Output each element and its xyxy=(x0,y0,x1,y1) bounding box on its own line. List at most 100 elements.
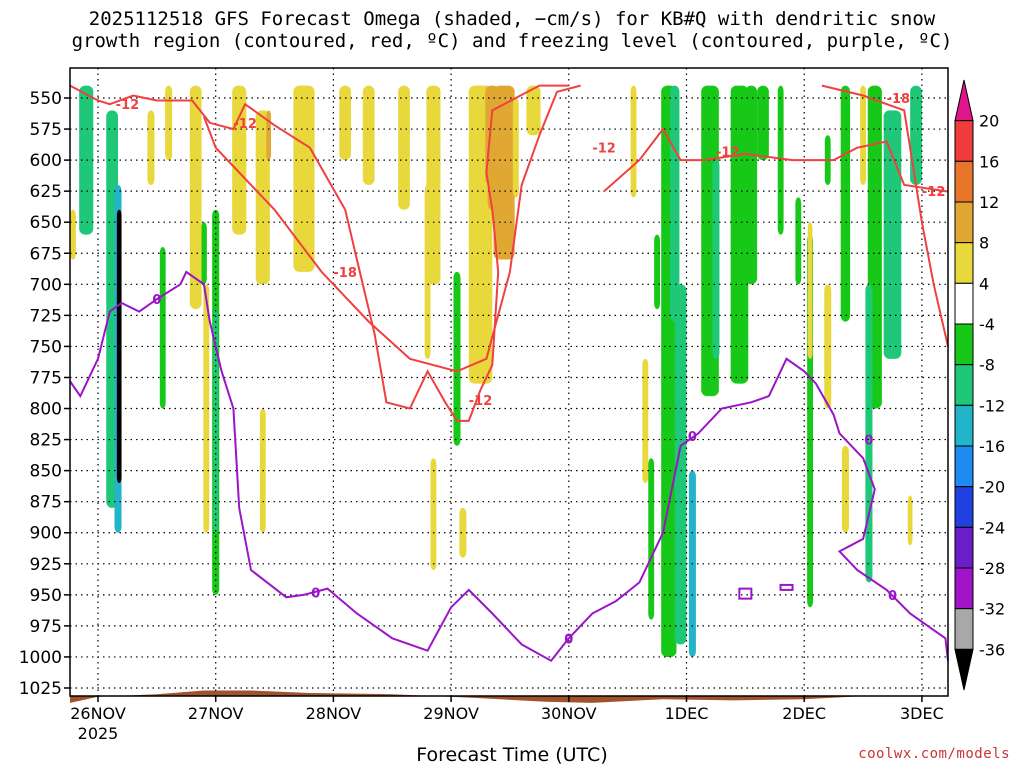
omega-patch-30 xyxy=(654,234,661,310)
colorbar-band-14 xyxy=(954,648,974,691)
freezing-label-0: 0 xyxy=(152,293,161,308)
omega-patch-55 xyxy=(807,222,813,359)
colorbar-band-0 xyxy=(954,79,974,122)
omega-patch-16 xyxy=(339,85,352,161)
colorbar-label-12: 12 xyxy=(979,193,999,212)
y-tick-label-1025: 1025 xyxy=(19,679,62,699)
snow-growth-contour-1 xyxy=(603,127,948,193)
omega-patch-43 xyxy=(795,197,802,285)
omega-patch-23 xyxy=(459,507,467,558)
x-tick-label-1DEC: 1DEC xyxy=(665,704,709,723)
snow-growth-label-5: -12 xyxy=(716,145,740,160)
omega-patch-57 xyxy=(266,110,272,161)
x-tick-label-29NOV: 29NOV xyxy=(423,704,479,723)
colorbar-band-8 xyxy=(954,404,974,447)
omega-patch-3 xyxy=(116,209,122,484)
colorbar-label--12: -12 xyxy=(979,396,1005,415)
y-tick-label-850: 850 xyxy=(30,462,62,482)
colorbar-label-16: 16 xyxy=(979,152,999,171)
snow-growth-label-0: -12 xyxy=(116,98,140,113)
omega-patch-52 xyxy=(910,85,922,185)
colorbar-label--8: -8 xyxy=(979,356,995,375)
y-tick-label-625: 625 xyxy=(30,182,62,202)
omega-patch-5 xyxy=(165,85,173,161)
omega-patch-53 xyxy=(860,85,866,185)
snow-growth-contour-0 xyxy=(69,84,569,422)
omega-patch-38 xyxy=(712,160,720,359)
y-tick-label-700: 700 xyxy=(30,275,62,295)
omega-patch-48 xyxy=(841,445,849,533)
y-tick-label-675: 675 xyxy=(30,244,62,264)
colorbar-band-9 xyxy=(954,445,974,488)
colorbar-label--36: -36 xyxy=(979,640,1005,659)
freezing-label-2: 0 xyxy=(564,632,573,647)
x-axis-label: Forecast Time (UTC) xyxy=(416,744,608,766)
y-tick-label-975: 975 xyxy=(30,617,62,637)
colorbar-label-20: 20 xyxy=(979,112,999,131)
colorbar-band-13 xyxy=(954,608,974,650)
y-tick-label-725: 725 xyxy=(30,306,62,326)
y-tick-label-1000: 1000 xyxy=(19,648,62,668)
colorbar-label--20: -20 xyxy=(979,478,1005,497)
colorbar-band-10 xyxy=(954,486,974,528)
colorbar-band-1 xyxy=(954,120,974,162)
omega-patch-9 xyxy=(189,85,202,310)
colorbar-band-2 xyxy=(954,160,974,203)
snow-growth-label-2: -12 xyxy=(592,142,616,157)
omega-patch-15 xyxy=(293,85,315,272)
omega-patch-54 xyxy=(907,495,913,546)
omega-patch-40 xyxy=(745,85,758,285)
y-tick-label-950: 950 xyxy=(30,586,62,606)
snow-growth-label-7: -18 xyxy=(887,92,911,107)
omega-patch-35 xyxy=(674,284,687,645)
omega-patch-47 xyxy=(840,85,851,322)
snow-growth-label-1: -12 xyxy=(233,117,257,132)
omega-patch-31 xyxy=(642,358,649,484)
credit-link[interactable]: coolwx.com/models xyxy=(858,746,1010,762)
title-line-2: growth region (contoured, red, ºC) and f… xyxy=(71,30,953,52)
omega-patch-41 xyxy=(757,85,769,161)
y-tick-label-825: 825 xyxy=(30,431,62,451)
omega-patch-17 xyxy=(362,85,375,185)
colorbar-label-4: 4 xyxy=(979,274,989,293)
x-axis-year-label: 2025 xyxy=(78,724,119,743)
colorbar-band-3 xyxy=(954,201,974,244)
colorbar-label--28: -28 xyxy=(979,559,1005,578)
y-tick-label-600: 600 xyxy=(30,151,62,171)
colorbar-band-12 xyxy=(954,567,974,610)
colorbar-label--32: -32 xyxy=(979,600,1005,619)
x-tick-label-28NOV: 28NOV xyxy=(306,704,362,723)
omega-patch-4 xyxy=(147,110,155,185)
freezing-level-contour xyxy=(69,270,949,662)
colorbar-label-8: 8 xyxy=(979,234,989,253)
snow-growth-contour-2 xyxy=(202,84,581,373)
freezing-label-1: 0 xyxy=(311,586,320,601)
y-tick-label-925: 925 xyxy=(30,555,62,575)
colorbar-label--24: -24 xyxy=(979,518,1005,537)
omega-patch-29 xyxy=(630,85,637,198)
y-tick-label-800: 800 xyxy=(30,400,62,420)
omega-patch-39 xyxy=(730,85,749,384)
x-tick-label-26NOV: 26NOV xyxy=(70,704,126,723)
x-tick-label-30NOV: 30NOV xyxy=(541,704,597,723)
y-tick-label-575: 575 xyxy=(30,120,62,140)
plot-frame xyxy=(69,67,949,697)
snow-growth-label-6: -12 xyxy=(922,185,946,200)
omega-patch-51 xyxy=(883,110,902,359)
colorbar-band-7 xyxy=(954,364,974,406)
omega-patch-32 xyxy=(648,458,655,620)
omega-patch-21 xyxy=(430,458,437,570)
title-line-1: 2025112518 GFS Forecast Omega (shaded, −… xyxy=(88,8,936,30)
omega-patch-7 xyxy=(200,222,207,285)
colorbar-band-6 xyxy=(954,323,974,366)
snow-growth-contour-3 xyxy=(821,84,949,347)
omega-patch-0 xyxy=(79,85,94,235)
x-tick-label-27NOV: 27NOV xyxy=(188,704,244,723)
freezing-level-island-2 xyxy=(779,583,794,591)
x-tick-label-2DEC: 2DEC xyxy=(782,704,826,723)
freezing-label-5: 0 xyxy=(888,589,897,604)
x-tick-label-3DEC: 3DEC xyxy=(900,704,944,723)
freezing-label-4: 0 xyxy=(864,434,873,449)
freezing-label-3: 0 xyxy=(688,430,697,445)
